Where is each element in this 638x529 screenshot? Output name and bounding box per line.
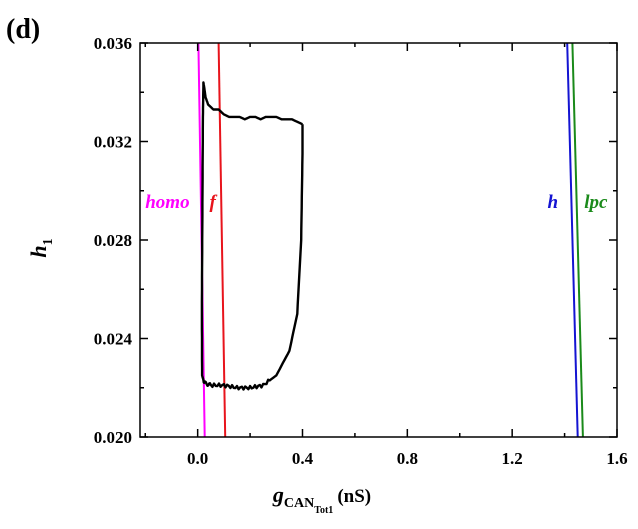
y-axis-title: h1: [26, 238, 56, 257]
annotation-lpc: lpc: [584, 192, 608, 213]
panel-label: (d): [6, 14, 40, 45]
annotation-h: h: [548, 192, 559, 213]
plot-frame: [139, 42, 618, 438]
x-tick-label: 0.0: [187, 449, 208, 468]
x-tick-label: 0.8: [397, 449, 418, 468]
series-trajectory: [200, 81, 304, 391]
y-tick-label: 0.028: [94, 231, 132, 250]
x-tick-label: 1.2: [502, 449, 523, 468]
x-axis-var: g: [272, 482, 284, 507]
series-h: [566, 43, 579, 437]
y-tick-label: 0.024: [94, 330, 133, 349]
x-tick-label: 0.4: [292, 449, 314, 468]
y-axis-subscript: 1: [41, 238, 56, 245]
y-tick-label: 0.036: [94, 34, 132, 53]
series-lpc: [571, 43, 584, 437]
x-axis-unit: (nS): [337, 486, 371, 507]
series-f: [217, 43, 227, 437]
x-axis-title: gCANTot1 (nS): [272, 482, 371, 516]
y-tick-label: 0.020: [94, 428, 132, 447]
annotation-f: f: [209, 192, 217, 213]
x-axis-subscript: CAN: [284, 496, 314, 511]
y-axis-var: h: [26, 245, 51, 257]
svg-text:h1: h1: [26, 238, 56, 257]
y-tick-label: 0.032: [94, 133, 132, 152]
x-tick-label: 1.6: [606, 449, 627, 468]
annotation-homo: homo: [145, 192, 189, 213]
x-axis-sub-subscript: Tot1: [314, 505, 333, 516]
